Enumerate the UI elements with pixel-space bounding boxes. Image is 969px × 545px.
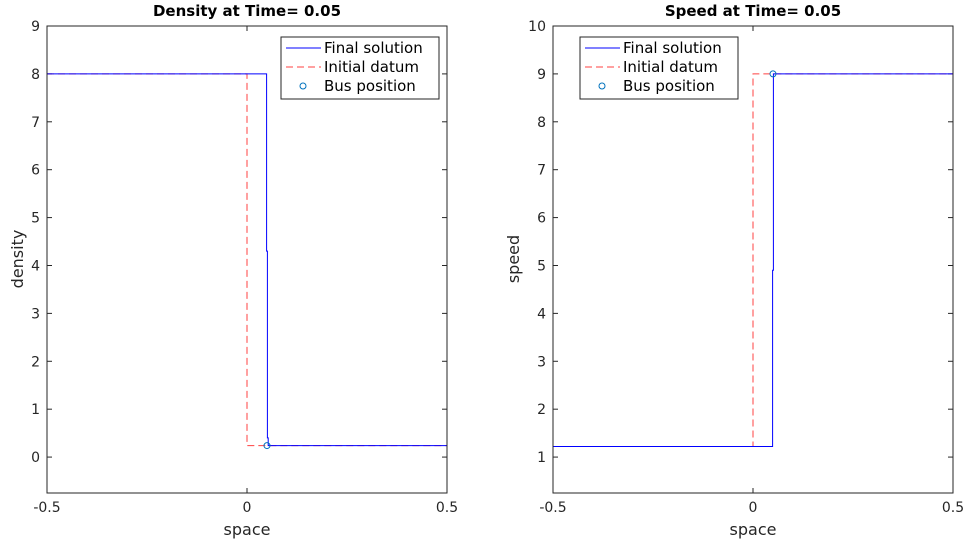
speed-ytick-label: 8 [537,115,546,131]
density-xtick-label: 0.5 [436,500,458,516]
density-x-axis-label: space [224,520,271,539]
density-legend-swatch-bus-position [299,82,307,90]
speed-ytick-label: 2 [537,402,546,418]
speed-ytick-label: 3 [537,354,546,370]
speed-axes-box [552,25,954,494]
density-series-layer [47,73,447,450]
speed-final-solution-line [553,73,953,448]
density-xtick-label: 0 [243,500,252,516]
speed-legend-label-initial-datum: Initial datum [623,58,718,76]
speed-legend-swatch-bus-position [598,82,606,90]
density-xtick-label: -0.5 [33,500,60,516]
density-ytick-label: 8 [31,67,40,83]
speed-ytick-label: 7 [537,163,546,179]
speed-chart-title: Speed at Time= 0.05 [665,2,841,20]
density-ytick-label: 4 [31,258,40,274]
density-bus-position-marker [263,442,271,450]
speed-ytick-label: 10 [528,19,546,35]
density-y-axis-label: density [8,230,27,289]
speed-ytick-label: 4 [537,306,546,322]
density-chart: 0 1 2 3 4 5 6 7 8 9 -0.5 0 0.5 Density at Time= 0.05… [8,2,458,539]
density-ytick-label: 7 [31,115,40,131]
speed-xtick-label: 0.5 [942,500,964,516]
speed-legend-label-final-solution: Final solution [623,39,722,57]
density-legend-box [280,36,440,100]
speed-series-layer [553,70,953,448]
speed-x-axis-label: space [730,520,777,539]
speed-ytick-label: 1 [537,450,546,466]
speed-xtick-label: 0 [749,500,758,516]
density-ticks: 0 1 2 3 4 5 6 7 8 9 -0.5 0 0.5 [31,19,458,516]
density-ytick-label: 5 [31,211,40,227]
density-legend-label-final-solution: Final solution [324,39,423,57]
speed-xtick-label: -0.5 [539,500,566,516]
speed-ytick-label: 9 [537,67,546,83]
density-legend-label-initial-datum: Initial datum [324,58,419,76]
speed-legend-label-bus-position: Bus position [623,77,715,95]
density-ytick-label: 2 [31,354,40,370]
density-ytick-label: 9 [31,19,40,35]
density-ytick-label: 1 [31,402,40,418]
speed-ytick-label: 6 [537,211,546,227]
density-axes-box [46,25,448,494]
density-ytick-label: 0 [31,450,40,466]
density-ytick-label: 6 [31,163,40,179]
density-final-solution-line [47,73,447,447]
density-chart-title: Density at Time= 0.05 [153,2,341,20]
speed-bus-position-marker [769,70,777,78]
speed-legend-box [579,36,739,100]
speed-y-axis-label: speed [504,235,523,283]
speed-ytick-label: 5 [537,258,546,274]
density-ytick-label: 3 [31,306,40,322]
density-legend-label-bus-position: Bus position [324,77,416,95]
